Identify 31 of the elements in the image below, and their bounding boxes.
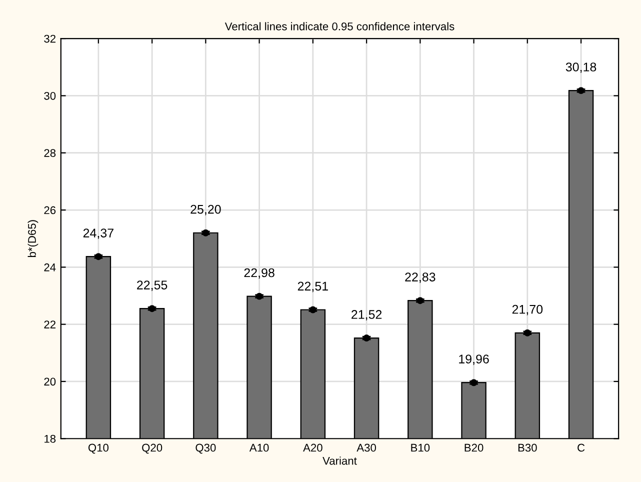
- y-tick-label: 32: [44, 34, 56, 43]
- data-label: 21,52: [352, 310, 382, 320]
- y-tick-label: 22: [44, 320, 56, 328]
- data-label: 22,98: [244, 268, 274, 279]
- data-label: 30,18: [566, 62, 596, 73]
- y-tick-label: 18: [44, 434, 56, 443]
- y-tick-label: 30: [44, 92, 56, 100]
- x-tick-label: A20: [303, 444, 322, 452]
- data-label: 25,20: [190, 204, 221, 216]
- data-label: 24,37: [83, 228, 114, 239]
- x-tick-label: B10: [411, 444, 430, 452]
- x-tick-label: A30: [356, 444, 376, 452]
- y-axis-title: b*(D65): [28, 220, 38, 258]
- data-label: 19,96: [459, 354, 489, 365]
- data-label: 22,83: [405, 272, 436, 283]
- chart-title: Vertical lines indicate 0.95 confidence intervals: [224, 22, 454, 30]
- x-tick-label: B20: [464, 444, 484, 452]
- x-tick-label: Q20: [142, 444, 162, 454]
- y-tick-label: 28: [44, 149, 56, 157]
- x-tick-label: B30: [518, 444, 537, 452]
- x-axis-title: Variant: [322, 456, 357, 465]
- data-label: 22,51: [298, 282, 328, 292]
- x-tick-label: A10: [249, 444, 269, 452]
- y-tick-label: 26: [44, 206, 56, 214]
- data-label: 22,55: [137, 280, 168, 291]
- x-tick-label: C: [578, 444, 585, 452]
- y-tick-label: 24: [44, 263, 56, 272]
- x-tick-label: Q10: [88, 444, 108, 454]
- data-label: 21,70: [512, 304, 543, 316]
- y-tick-label: 20: [44, 378, 56, 386]
- x-tick-label: Q30: [196, 444, 216, 454]
